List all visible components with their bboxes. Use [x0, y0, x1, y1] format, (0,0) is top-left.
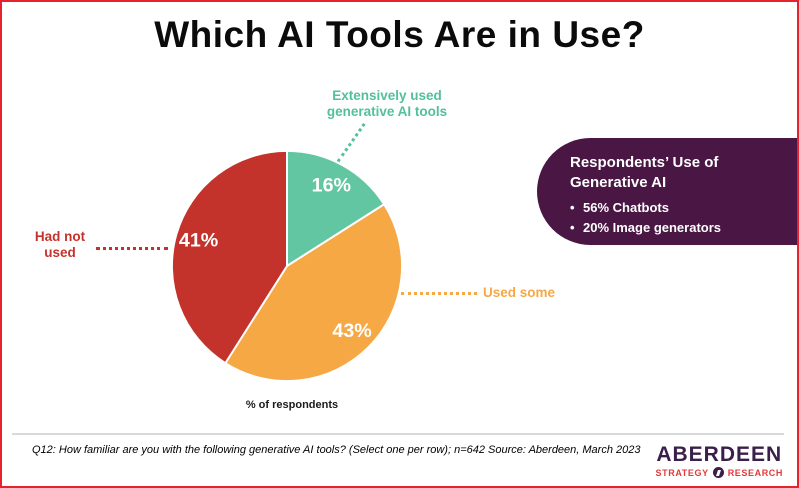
aberdeen-logo-name: ABERDEEN — [656, 443, 783, 466]
footer-divider — [12, 433, 784, 435]
used-some-label: Used some — [483, 285, 556, 300]
logo-mark-icon — [712, 467, 724, 478]
pie-slice — [224, 203, 404, 383]
callout-title-line1: Respondents’ Use of — [570, 154, 719, 171]
footer-source-note: Q12: How familiar are you with the follo… — [32, 444, 641, 456]
pie-slice-percentage-label: 16% — [312, 174, 351, 196]
callout-bullet-list: • 56% Chatbots • 20% Image generators — [570, 198, 791, 238]
extensively-used-label-line2: generative AI tools — [326, 104, 448, 120]
page-title: Which AI Tools Are in Use? — [154, 14, 645, 55]
callout-bullet-image-generators-text: 20% Image generators — [583, 219, 722, 235]
callout-title-line2: Generative AI — [570, 173, 667, 191]
aberdeen-logo-tagline: STRATEGY RESEARCH — [656, 467, 783, 478]
had-not-used-label-line2: used — [44, 245, 76, 261]
logo-tagline-strategy: STRATEGY — [655, 467, 709, 478]
logo-tagline-research: RESEARCH — [727, 467, 783, 478]
used-some-leader-line — [401, 292, 477, 295]
callout-bullet-chatbots-text: 56% Chatbots — [583, 199, 669, 215]
aberdeen-logo: ABERDEEN STRATEGY RESEARCH — [656, 444, 783, 478]
pie-slice — [286, 149, 386, 267]
had-not-used-leader-line — [96, 247, 168, 250]
bullet-icon: • — [570, 199, 575, 215]
extensively-used-label: Extensively used generative AI tools — [297, 88, 477, 120]
had-not-used-label: Had not used — [14, 229, 106, 261]
pie-slice-percentage-label: 43% — [332, 320, 371, 342]
pie-chart: 16% 43% 41% — [169, 148, 405, 384]
bullet-icon: • — [570, 219, 575, 235]
had-not-used-label-line1: Had not — [34, 229, 86, 244]
pie-slice-percentage-label: 41% — [179, 229, 218, 251]
extensively-used-label-line1: Extensively used — [332, 88, 442, 103]
respondents-callout: Respondents’ Use of Generative AI • 56% … — [537, 138, 797, 245]
axis-note: % of respondents — [245, 399, 339, 411]
pie-slice — [170, 149, 288, 365]
callout-bullet-chatbots: • 56% Chatbots — [570, 198, 791, 218]
callout-bullet-image-generators: • 20% Image generators — [570, 218, 791, 238]
pie-chart-svg: 16% 43% 41% — [170, 149, 404, 383]
